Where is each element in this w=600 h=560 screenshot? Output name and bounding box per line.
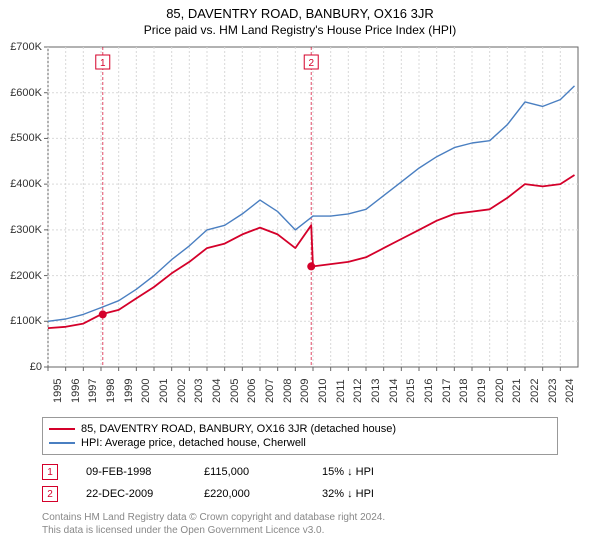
marker-badge: 2 — [42, 486, 58, 502]
svg-text:1: 1 — [100, 58, 106, 69]
x-tick-label: 1999 — [123, 379, 135, 403]
x-tick-label: 1997 — [87, 379, 99, 403]
x-tick-label: 2001 — [158, 379, 170, 403]
x-tick-label: 2005 — [229, 379, 241, 403]
marker-badge: 1 — [42, 464, 58, 480]
y-tick-label: £100K — [10, 315, 42, 327]
x-tick-label: 2008 — [282, 379, 294, 403]
marker-date: 09-FEB-1998 — [86, 466, 176, 478]
x-tick-label: 2018 — [458, 379, 470, 403]
legend-label: 85, DAVENTRY ROAD, BANBURY, OX16 3JR (de… — [81, 423, 396, 435]
x-tick-label: 2004 — [211, 379, 223, 403]
x-tick-label: 2009 — [299, 379, 311, 403]
marker-delta: 15% ↓ HPI — [322, 466, 412, 478]
x-tick-label: 2023 — [547, 379, 559, 403]
attribution-line-1: Contains HM Land Registry data © Crown c… — [42, 511, 558, 524]
x-tick-label: 2020 — [494, 379, 506, 403]
y-tick-label: £700K — [10, 41, 42, 53]
x-tick-label: 2024 — [564, 379, 576, 403]
x-tick-label: 1996 — [70, 379, 82, 403]
x-tick-label: 2016 — [423, 379, 435, 403]
x-tick-label: 2017 — [441, 379, 453, 403]
y-tick-label: £0 — [30, 361, 42, 373]
attribution: Contains HM Land Registry data © Crown c… — [42, 511, 558, 537]
x-tick-label: 2019 — [476, 379, 488, 403]
x-tick-label: 2021 — [511, 379, 523, 403]
marker-date: 22-DEC-2009 — [86, 488, 176, 500]
marker-price: £115,000 — [204, 466, 294, 478]
marker-price: £220,000 — [204, 488, 294, 500]
y-tick-label: £600K — [10, 87, 42, 99]
legend-label: HPI: Average price, detached house, Cher… — [81, 437, 306, 449]
x-tick-label: 2010 — [317, 379, 329, 403]
y-tick-label: £300K — [10, 224, 42, 236]
marker-table: 1 09-FEB-1998 £115,000 15% ↓ HPI 2 22-DEC-200… — [42, 461, 558, 505]
legend-swatch — [49, 442, 75, 444]
legend-item: 85, DAVENTRY ROAD, BANBURY, OX16 3JR (de… — [49, 422, 551, 436]
y-tick-label: £500K — [10, 132, 42, 144]
x-tick-label: 2006 — [246, 379, 258, 403]
chart-svg: 12 — [0, 41, 600, 411]
x-tick-label: 2000 — [140, 379, 152, 403]
x-tick-label: 2014 — [388, 379, 400, 403]
marker-row: 1 09-FEB-1998 £115,000 15% ↓ HPI — [42, 461, 558, 483]
legend-item: HPI: Average price, detached house, Cher… — [49, 436, 551, 450]
chart-title: 85, DAVENTRY ROAD, BANBURY, OX16 3JR — [0, 0, 600, 21]
x-tick-label: 2022 — [529, 379, 541, 403]
legend: 85, DAVENTRY ROAD, BANBURY, OX16 3JR (de… — [42, 417, 558, 455]
chart-subtitle: Price paid vs. HM Land Registry's House … — [0, 21, 600, 41]
x-tick-label: 2007 — [264, 379, 276, 403]
legend-swatch — [49, 428, 75, 430]
y-tick-label: £200K — [10, 270, 42, 282]
x-tick-label: 1998 — [105, 379, 117, 403]
x-tick-label: 2003 — [193, 379, 205, 403]
svg-text:2: 2 — [308, 58, 314, 69]
x-tick-label: 2013 — [370, 379, 382, 403]
x-tick-label: 2002 — [176, 379, 188, 403]
chart-area: 12 £0£100K£200K£300K£400K£500K£600K£700K… — [0, 41, 600, 411]
y-tick-label: £400K — [10, 178, 42, 190]
x-tick-label: 2015 — [405, 379, 417, 403]
x-tick-label: 1995 — [52, 379, 64, 403]
attribution-line-2: This data is licensed under the Open Gov… — [42, 524, 558, 537]
x-tick-label: 2012 — [352, 379, 364, 403]
marker-row: 2 22-DEC-2009 £220,000 32% ↓ HPI — [42, 483, 558, 505]
x-tick-label: 2011 — [335, 379, 347, 403]
marker-delta: 32% ↓ HPI — [322, 488, 412, 500]
